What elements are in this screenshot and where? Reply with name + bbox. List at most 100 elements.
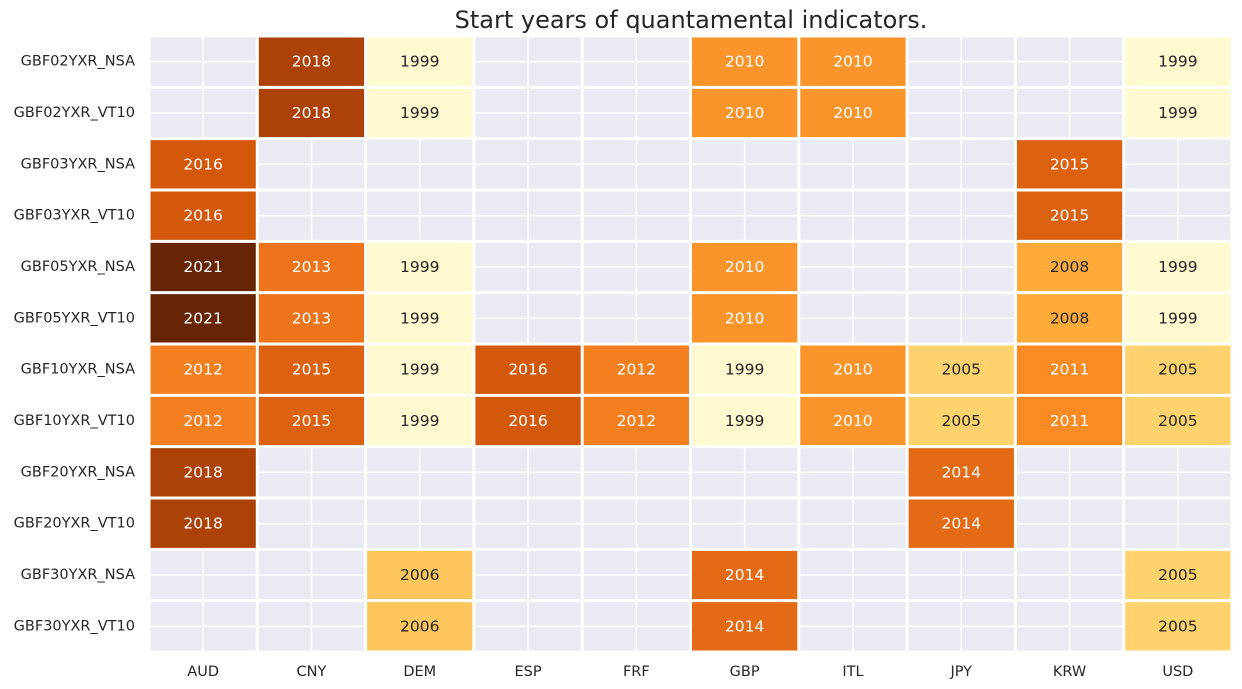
cell-value-label: 2021 [183,258,222,276]
y-tick-label: GBF20YXR_NSA [21,464,135,480]
heatmap-cell [798,344,908,396]
heatmap-cell [690,87,799,139]
y-tick-label: GBF30YXR_VT10 [14,618,135,634]
heatmap-cell [690,600,799,652]
cell-value-label: 2013 [292,258,331,276]
cell-value-label: 1999 [725,361,764,379]
cell-value-label: 2011 [1050,412,1089,430]
cell-value-label: 2010 [725,104,764,122]
heatmap-cell [1015,138,1124,190]
heatmap-cell [907,395,1016,447]
cell-value-label: 2008 [1050,309,1089,327]
x-tick-label: DEM [403,664,436,680]
heatmap-cell [365,292,474,344]
cell-value-label: 2010 [833,361,872,379]
x-tick-label: ESP [514,664,541,680]
heatmap-cell [798,87,908,139]
y-tick-label: GBF20YXR_VT10 [14,516,135,532]
heatmap-cell [149,292,258,344]
heatmap-cell [473,395,583,447]
cell-value-label: 2006 [400,617,439,635]
cell-value-label: 2005 [1158,412,1197,430]
cell-value-label: 1999 [1158,53,1197,71]
cell-value-label: 2014 [942,463,981,481]
cell-value-label: 2018 [183,463,222,481]
heatmap-cell [1015,292,1124,344]
heatmap-cell [1123,344,1232,396]
heatmap-cell [257,344,366,396]
heatmap-cell [690,549,799,601]
cell-value-label: 2012 [617,361,656,379]
cell-value-label: 2015 [1050,207,1089,225]
y-tick-label: GBF02YXR_NSA [21,54,135,70]
y-tick-label: GBF02YXR_VT10 [14,105,135,121]
x-tick-label: ITL [842,664,863,680]
heatmap-cell [149,446,258,498]
cell-value-label: 2006 [400,566,439,584]
heatmap-cell [149,138,258,190]
heatmap-cell [365,549,474,601]
cell-value-label: 2016 [183,155,222,173]
x-tick-label: AUD [187,664,219,680]
heatmap-cell [1123,241,1232,293]
x-tick-label: FRF [623,664,650,680]
cell-value-label: 2008 [1050,258,1089,276]
heatmap-cell [149,190,258,242]
heatmap-cell [1015,395,1124,447]
heatmap-cell [1123,87,1232,139]
x-tick-label: KRW [1053,664,1086,680]
heatmap-cell [798,36,908,88]
chart-title: Start years of quantamental indicators. [454,6,928,34]
cell-value-label: 2010 [833,104,872,122]
heatmap-cell [257,292,366,344]
heatmap-cell [257,87,366,139]
heatmap-cell [690,241,799,293]
heatmap-cell [907,498,1016,550]
cell-value-label: 2005 [1158,617,1197,635]
cell-value-label: 2021 [183,309,222,327]
cell-value-label: 2016 [508,412,547,430]
heatmap-cell [365,241,474,293]
heatmap-cell [690,344,799,396]
cell-value-label: 2016 [183,207,222,225]
heatmap-cell [365,344,474,396]
cell-value-label: 1999 [400,258,439,276]
heatmap-cell [907,446,1016,498]
heatmap-cell [149,241,258,293]
cell-value-label: 2010 [725,258,764,276]
heatmap-cell [365,36,474,88]
cell-value-label: 1999 [725,412,764,430]
cell-value-label: 1999 [400,412,439,430]
cell-value-label: 2005 [1158,566,1197,584]
cell-value-label: 2014 [725,617,764,635]
heatmap-cell [1123,600,1232,652]
x-tick-label: CNY [297,664,327,680]
heatmap-cell [473,344,583,396]
cell-value-label: 2012 [617,412,656,430]
y-tick-label: GBF30YXR_NSA [21,567,135,583]
cell-value-label: 1999 [400,309,439,327]
heatmap-cell [257,395,366,447]
heatmap-cell [582,395,691,447]
cell-value-label: 2018 [183,515,222,533]
cell-value-label: 2015 [292,412,331,430]
heatmap-cell [257,241,366,293]
cell-value-label: 2005 [942,361,981,379]
heatmap-cell [582,344,691,396]
heatmap-cell [690,292,799,344]
cell-value-label: 2005 [1158,361,1197,379]
cell-value-label: 2018 [292,104,331,122]
cell-value-label: 2012 [183,361,222,379]
cell-value-label: 2010 [725,309,764,327]
cell-value-label: 1999 [1158,309,1197,327]
cell-value-label: 2013 [292,309,331,327]
cell-value-label: 2011 [1050,361,1089,379]
cell-value-label: 1999 [400,104,439,122]
cell-value-label: 1999 [1158,104,1197,122]
heatmap-cell [149,395,258,447]
cell-value-label: 2010 [725,53,764,71]
heatmap-cell [1015,190,1124,242]
y-tick-label: GBF05YXR_NSA [21,259,135,275]
heatmap-cell [1123,549,1232,601]
